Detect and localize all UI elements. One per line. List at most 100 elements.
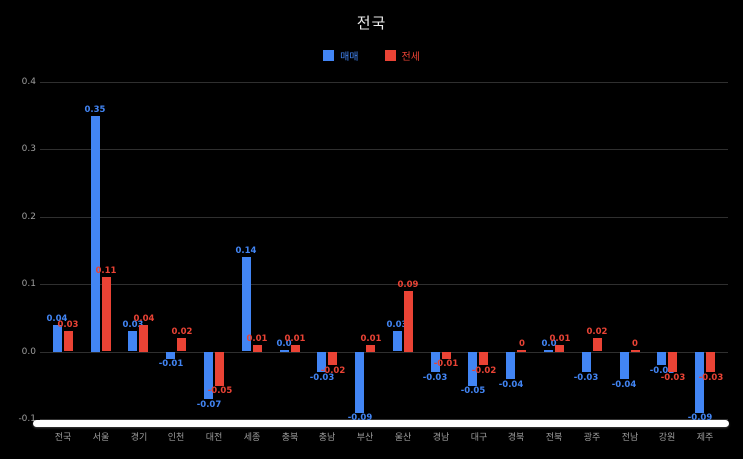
bar-전세-대구[interactable] — [479, 352, 488, 365]
bar-매매-강원[interactable] — [657, 352, 666, 365]
data-label-전세-인천: 0.02 — [171, 327, 193, 337]
bar-전세-전국[interactable] — [64, 331, 73, 351]
bar-전세-서울[interactable] — [102, 277, 111, 351]
bar-전세-경북[interactable] — [517, 350, 526, 352]
bar-매매-경남[interactable] — [431, 352, 440, 372]
bar-매매-세종[interactable] — [242, 257, 251, 351]
bar-전세-강원[interactable] — [668, 352, 677, 372]
gridline — [40, 82, 728, 83]
bar-전세-충북[interactable] — [291, 345, 300, 352]
gridline — [40, 149, 728, 150]
legend-label: 매매 — [340, 52, 359, 63]
data-label-매매-제주: -0.09 — [687, 413, 713, 423]
bar-매매-광주[interactable] — [582, 352, 591, 372]
data-label-전세-부산: 0.01 — [360, 334, 382, 344]
data-label-전세-전국: 0.03 — [57, 320, 79, 330]
y-axis-tick-label: -0.1 — [18, 414, 36, 424]
data-label-전세-충북: 0.01 — [284, 334, 306, 344]
bar-매매-부산[interactable] — [355, 352, 364, 413]
bar-매매-전남[interactable] — [620, 352, 629, 379]
x-axis-category-label: 세종 — [243, 433, 261, 443]
data-label-매매-전남: -0.04 — [611, 380, 637, 390]
data-label-전세-대전: -0.05 — [207, 386, 233, 396]
x-axis-category-label: 대전 — [205, 433, 223, 443]
x-axis-line — [33, 420, 729, 427]
x-axis-category-label: 서울 — [92, 433, 110, 443]
legend-swatch-icon — [384, 50, 396, 61]
bar-매매-충남[interactable] — [317, 352, 326, 372]
y-axis-tick-label: 0.0 — [21, 347, 36, 357]
bar-전세-대전[interactable] — [215, 352, 224, 386]
bar-매매-충북[interactable] — [280, 350, 289, 352]
legend-item-전세[interactable]: 전세 — [384, 48, 420, 63]
data-label-전세-전북: 0.01 — [549, 334, 571, 344]
bar-매매-대전[interactable] — [204, 352, 213, 399]
data-label-매매-충북: 0.0 — [276, 339, 292, 349]
chart-title: 전국 — [356, 14, 387, 32]
data-label-매매-부산: -0.09 — [347, 413, 373, 423]
legend-swatch-icon — [323, 50, 335, 61]
x-axis-category-label: 충북 — [281, 433, 299, 443]
data-label-전세-강원: -0.03 — [660, 373, 686, 383]
bar-전세-부산[interactable] — [366, 345, 375, 352]
data-label-매매-경북: -0.04 — [498, 380, 524, 390]
bar-매매-경기[interactable] — [128, 331, 137, 351]
data-label-매매-강원: -0.02 — [649, 366, 675, 376]
y-axis-tick-label: 0.3 — [21, 144, 36, 154]
x-axis-category-label: 강원 — [658, 433, 676, 443]
legend-label: 전세 — [401, 52, 420, 63]
data-label-전세-경남: -0.01 — [433, 359, 459, 369]
x-axis-category-label: 충남 — [318, 433, 336, 443]
y-axis-tick-label: 0.1 — [21, 279, 36, 289]
gridline — [40, 217, 728, 218]
x-axis-category-label: 대구 — [470, 433, 488, 443]
bar-전세-세종[interactable] — [253, 345, 262, 352]
y-axis-tick-label: 0.4 — [21, 77, 36, 87]
data-label-매매-경기: 0.03 — [122, 320, 144, 330]
x-axis-category-label: 경남 — [432, 433, 450, 443]
bar-전세-인천[interactable] — [177, 338, 186, 351]
data-label-전세-대구: -0.02 — [471, 366, 497, 376]
bar-전세-울산[interactable] — [404, 291, 413, 352]
x-axis-category-label: 전국 — [54, 433, 72, 443]
data-label-전세-경기: 0.04 — [133, 314, 155, 324]
bar-전세-경기[interactable] — [139, 325, 148, 352]
bar-매매-인천[interactable] — [166, 352, 175, 359]
data-label-매매-울산: 0.03 — [386, 320, 408, 330]
legend-item-매매[interactable]: 매매 — [323, 48, 359, 63]
data-label-매매-세종: 0.14 — [235, 246, 257, 256]
bar-매매-제주[interactable] — [695, 352, 704, 413]
data-label-전세-충남: -0.02 — [320, 366, 346, 376]
bar-매매-경북[interactable] — [506, 352, 515, 379]
bar-전세-전남[interactable] — [631, 350, 640, 352]
bar-전세-경남[interactable] — [442, 352, 451, 359]
data-label-전세-세종: 0.01 — [246, 334, 268, 344]
bar-매매-전북[interactable] — [544, 350, 553, 352]
x-axis-category-label: 전남 — [621, 433, 639, 443]
x-axis-category-label: 광주 — [583, 433, 601, 443]
chart-legend: 매매 전세 — [0, 48, 743, 63]
bar-매매-울산[interactable] — [393, 331, 402, 351]
bar-매매-전국[interactable] — [53, 325, 62, 352]
x-axis-category-label: 제주 — [696, 433, 714, 443]
x-axis-category-label: 경기 — [130, 433, 148, 443]
data-label-매매-대구: -0.05 — [460, 386, 486, 396]
bar-매매-서울[interactable] — [91, 116, 100, 352]
data-label-매매-인천: -0.01 — [158, 359, 184, 369]
data-label-전세-전남: 0 — [632, 339, 638, 349]
bar-전세-충남[interactable] — [328, 352, 337, 365]
x-axis-category-label: 울산 — [394, 433, 412, 443]
gridline — [40, 419, 728, 420]
gridline — [40, 352, 728, 353]
data-label-전세-광주: 0.02 — [586, 327, 608, 337]
data-label-전세-서울: 0.11 — [95, 266, 117, 276]
data-label-매매-경남: -0.03 — [422, 373, 448, 383]
bar-전세-전북[interactable] — [555, 345, 564, 352]
bar-전세-광주[interactable] — [593, 338, 602, 351]
data-label-매매-서울: 0.35 — [84, 105, 106, 115]
bar-전세-제주[interactable] — [706, 352, 715, 372]
bar-매매-대구[interactable] — [468, 352, 477, 386]
y-axis-tick-label: 0.2 — [21, 212, 36, 222]
